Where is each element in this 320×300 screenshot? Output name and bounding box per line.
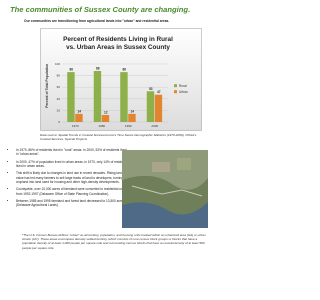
bar — [75, 113, 83, 122]
y-tick-label: 80 — [57, 74, 61, 78]
page: The communities of Sussex County are cha… — [0, 0, 232, 300]
value-label: 12 — [104, 111, 108, 115]
value-label: 86 — [69, 68, 73, 72]
bullet: Countywide, over 10,000 acres of farmlan… — [16, 187, 128, 196]
y-tick-label: 20 — [57, 108, 61, 112]
bar — [146, 91, 155, 122]
bar — [128, 113, 136, 122]
chart-title: Percent of Residents Living in Rural vs. … — [63, 36, 173, 51]
bullet: This shift is likely due to changes in l… — [16, 171, 128, 184]
value-label: 14 — [130, 109, 134, 113]
x-tick-label: 2000 — [151, 124, 158, 128]
y-tick-label: 0 — [58, 120, 60, 124]
bullet: Between 1985 and 1995 farmland and fores… — [16, 199, 128, 208]
bullet: In 2000, 47% of population lived in urba… — [16, 160, 128, 169]
bullet: In 1970, 86% of residents lived in "rura… — [16, 148, 128, 157]
value-label: 53 — [149, 87, 153, 91]
bar — [120, 72, 128, 122]
subtitle: Our communities are transitioning from a… — [24, 19, 170, 23]
y-axis-label: Percent of Total Population — [45, 64, 49, 108]
aerial-photo — [122, 150, 208, 228]
value-label: 86 — [122, 68, 126, 72]
footnote: *The U.S. Census Bureau defines "urban" … — [22, 233, 206, 250]
legend-label: Urban — [179, 90, 188, 94]
x-tick-label: 1980 — [98, 124, 105, 128]
value-label: 88 — [96, 66, 100, 70]
x-tick-label: 1970 — [72, 124, 79, 128]
bar — [93, 70, 102, 122]
caption: Data source: Spatial Trends in Coastal S… — [40, 133, 197, 142]
y-tick-label: 60 — [57, 85, 61, 89]
value-label: 14 — [77, 109, 81, 113]
bar — [67, 72, 75, 122]
y-tick-label: 40 — [57, 97, 61, 101]
x-tick-label: 1990 — [125, 124, 132, 128]
legend-label: Rural — [179, 84, 187, 88]
bullet-list: In 1970, 86% of residents lived in "rura… — [6, 148, 128, 210]
legend-swatch — [174, 90, 177, 94]
bar — [101, 115, 110, 122]
legend-swatch — [174, 84, 177, 88]
bar — [154, 94, 163, 122]
y-tick-label: 100 — [55, 62, 60, 66]
title: The communities of Sussex County are cha… — [10, 5, 191, 14]
chart: Percent of Residents Living in Rural vs. … — [40, 28, 202, 131]
value-label: 47 — [157, 90, 161, 94]
